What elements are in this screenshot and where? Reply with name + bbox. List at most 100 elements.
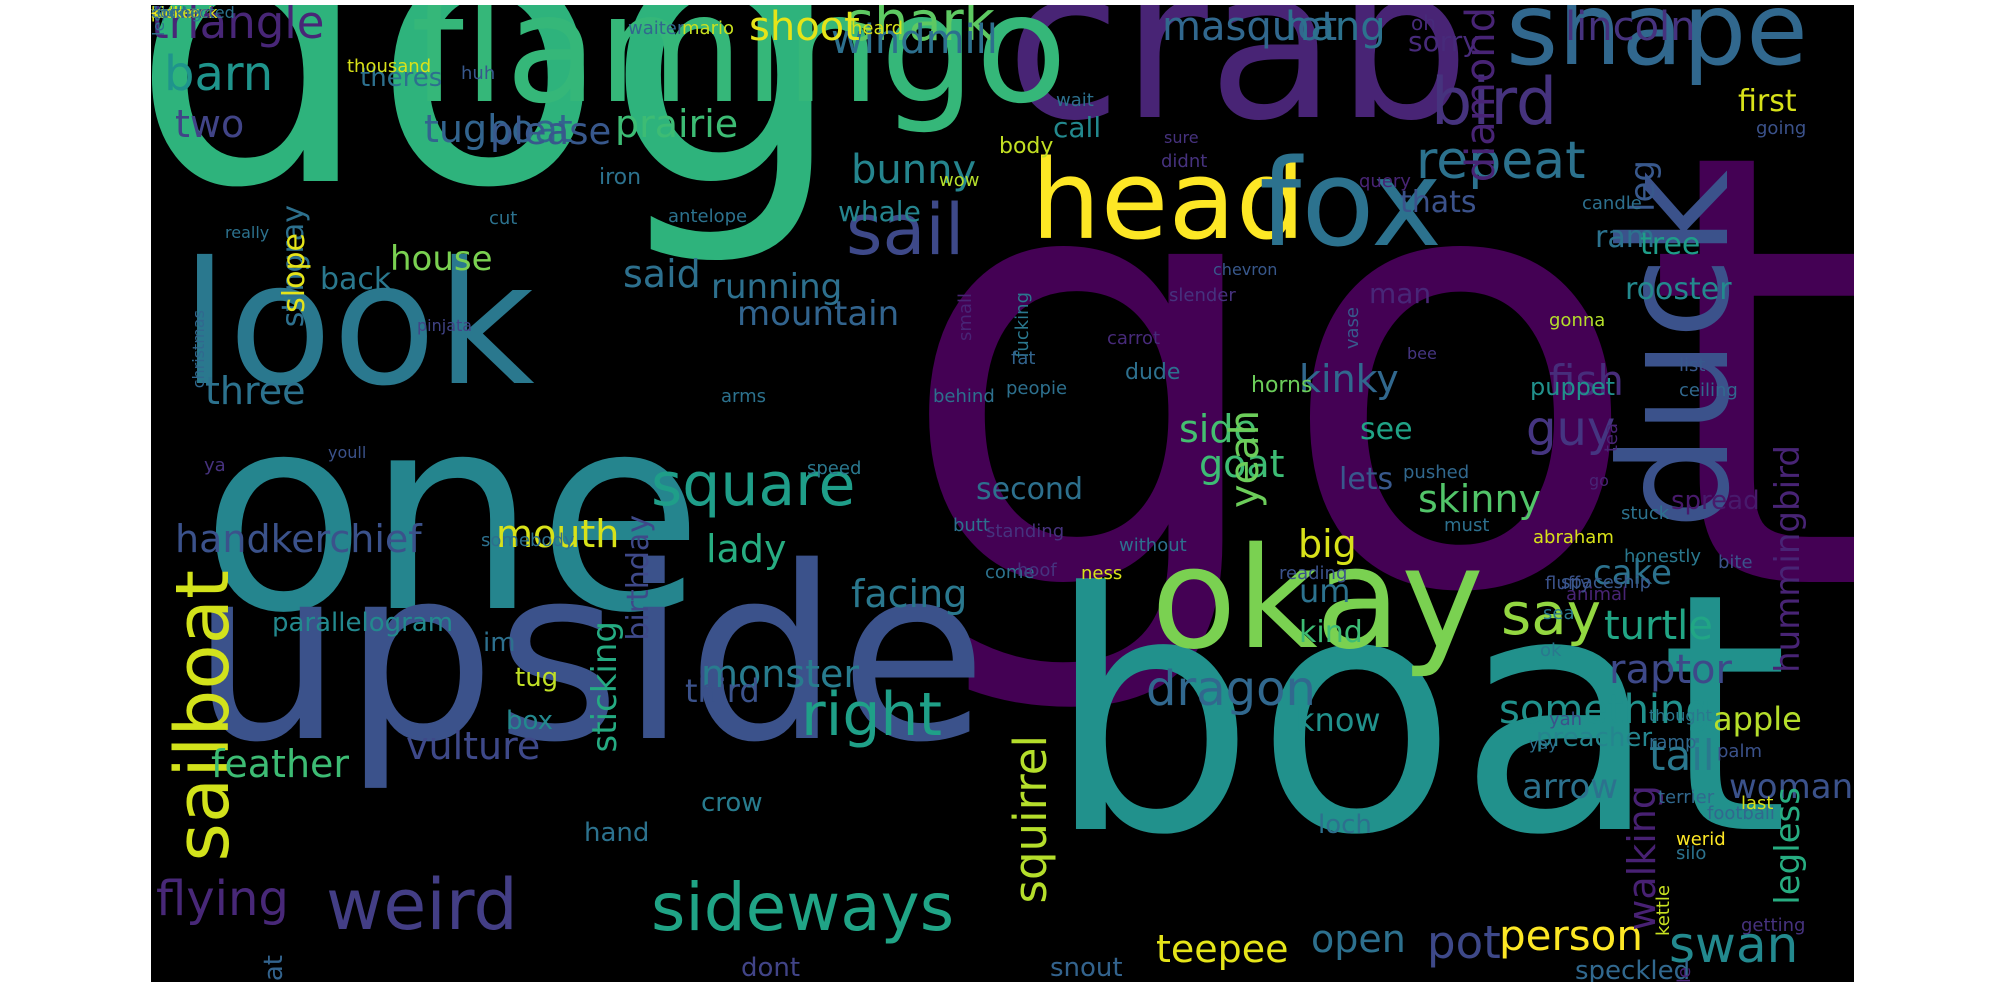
- cloud-word: honestly: [1624, 546, 1701, 567]
- cloud-word: right: [801, 680, 942, 750]
- cloud-word: tugboat: [424, 107, 573, 151]
- cloud-word: windmill: [831, 17, 998, 63]
- cloud-word: behind: [933, 386, 995, 407]
- cloud-word: parallelogram: [272, 608, 454, 638]
- cloud-word: upside: [191, 515, 988, 795]
- cloud-word: puppet: [1530, 373, 1616, 401]
- cloud-word: second: [976, 472, 1083, 507]
- cloud-word: bee: [1407, 344, 1437, 363]
- cloud-word: hind: [151, 5, 186, 22]
- cloud-word: sea: [1543, 603, 1575, 624]
- cloud-word: connected: [151, 5, 235, 22]
- cloud-word: huh: [461, 63, 496, 84]
- cloud-word: vase: [1342, 307, 1363, 350]
- cloud-word: fox: [1259, 135, 1442, 274]
- cloud-word: got: [896, 25, 1854, 724]
- cloud-word: say: [1501, 580, 1602, 648]
- cloud-word: shark: [846, 5, 995, 53]
- cloud-word: birthday: [621, 515, 656, 641]
- cloud-word: reading: [1279, 563, 1348, 584]
- cloud-word: -: [151, 5, 157, 22]
- cloud-word: going: [1756, 118, 1807, 139]
- cloud-word: hoof: [1017, 560, 1057, 581]
- cloud-word: apple: [1713, 700, 1802, 738]
- cloud-word: slender: [1169, 285, 1236, 306]
- cloud-word: mouth: [496, 512, 620, 556]
- cloud-word: well: [151, 5, 183, 22]
- cloud-word: buzzard: [151, 5, 215, 22]
- cloud-word: arms: [721, 386, 767, 407]
- cloud-word: must: [1444, 515, 1490, 536]
- cloud-word: im: [483, 628, 516, 658]
- cloud-word: lets: [1339, 462, 1394, 497]
- cloud-word: diamond: [1458, 7, 1504, 183]
- cloud-word: dude: [1125, 360, 1181, 385]
- cloud-word: christmas: [189, 310, 208, 389]
- cloud-word: candle: [1582, 193, 1642, 214]
- cloud-word: query: [1359, 171, 1411, 192]
- cloud-word: kind: [1299, 615, 1363, 650]
- cloud-word: feather: [211, 742, 350, 786]
- cloud-word: wow: [939, 170, 980, 191]
- cloud-word: swan: [1669, 916, 1799, 974]
- cloud-word: speckled: [1575, 956, 1691, 982]
- cloud-word: something: [1499, 687, 1711, 733]
- cloud-word: middle: [1674, 967, 1695, 982]
- cloud-word: ramp: [1649, 732, 1697, 753]
- cloud-word: weird: [326, 864, 518, 946]
- cloud-word: last: [1741, 793, 1774, 814]
- cloud-word: palm: [1717, 741, 1762, 762]
- cloud-word: teepee: [1156, 927, 1289, 971]
- cloud-word: chevron: [1213, 260, 1278, 279]
- cloud-word: goat: [1199, 442, 1285, 486]
- cloud-word: triangle: [151, 5, 325, 49]
- cloud-word: oh: [1411, 11, 1436, 35]
- cloud-word: put: [151, 5, 178, 22]
- cloud-word: sorry: [1408, 25, 1479, 58]
- cloud-word: kettle: [1653, 885, 1674, 937]
- cloud-word: abraham: [1533, 527, 1614, 548]
- cloud-word: boat: [1046, 523, 1789, 907]
- cloud-word: head: [1031, 136, 1306, 264]
- cloud-word: yah: [1549, 709, 1583, 730]
- cloud-word: handkerchief: [175, 517, 422, 561]
- cloud-word: terrier: [1658, 787, 1715, 808]
- cloud-word: hummingbird: [1768, 445, 1808, 673]
- cloud-word: hat: [259, 955, 289, 982]
- cloud-word: yeah: [1222, 410, 1268, 509]
- cloud-word: -: [151, 5, 157, 22]
- cloud-word: kinky: [1299, 357, 1399, 401]
- cloud-word: three: [205, 369, 306, 413]
- cloud-word: yay: [1529, 734, 1558, 753]
- cloud-word: dont: [741, 953, 801, 982]
- cloud-word: sailboat: [160, 570, 246, 862]
- cloud-word: big: [1298, 522, 1357, 566]
- cloud-word: vulture: [406, 724, 541, 768]
- cloud-word: ram: [1595, 220, 1655, 255]
- cloud-word: iron: [599, 165, 642, 190]
- cloud-word: eating: [151, 5, 202, 22]
- cloud-word: shoot: [749, 5, 860, 50]
- cloud-word: third: [685, 672, 760, 710]
- cloud-word: thought: [1649, 706, 1712, 725]
- cloud-word: cake: [1593, 553, 1672, 593]
- cloud-word: prairie: [615, 102, 739, 146]
- cloud-word: woman: [1729, 767, 1854, 807]
- cloud-word: speed: [807, 458, 862, 479]
- cloud-word: snout: [1050, 953, 1123, 982]
- cloud-word: peacock: [151, 5, 218, 22]
- cloud-word: see: [1360, 412, 1413, 447]
- cloud-word: pinjata: [417, 316, 473, 335]
- cloud-word: fish: [1549, 356, 1624, 405]
- cloud-word: body: [999, 134, 1054, 159]
- cloud-word: box: [506, 706, 553, 736]
- cloud-word: go: [1589, 471, 1609, 490]
- cloud-word: bunny: [851, 147, 977, 193]
- cloud-word: hand: [584, 818, 650, 848]
- cloud-word: hang: [1285, 5, 1386, 50]
- cloud-word: ya: [204, 455, 226, 476]
- cloud-word: animal: [1566, 584, 1628, 605]
- cloud-word: side: [1179, 407, 1257, 451]
- cloud-word: kicker: [151, 5, 199, 22]
- cloud-word: peopie: [1006, 378, 1068, 399]
